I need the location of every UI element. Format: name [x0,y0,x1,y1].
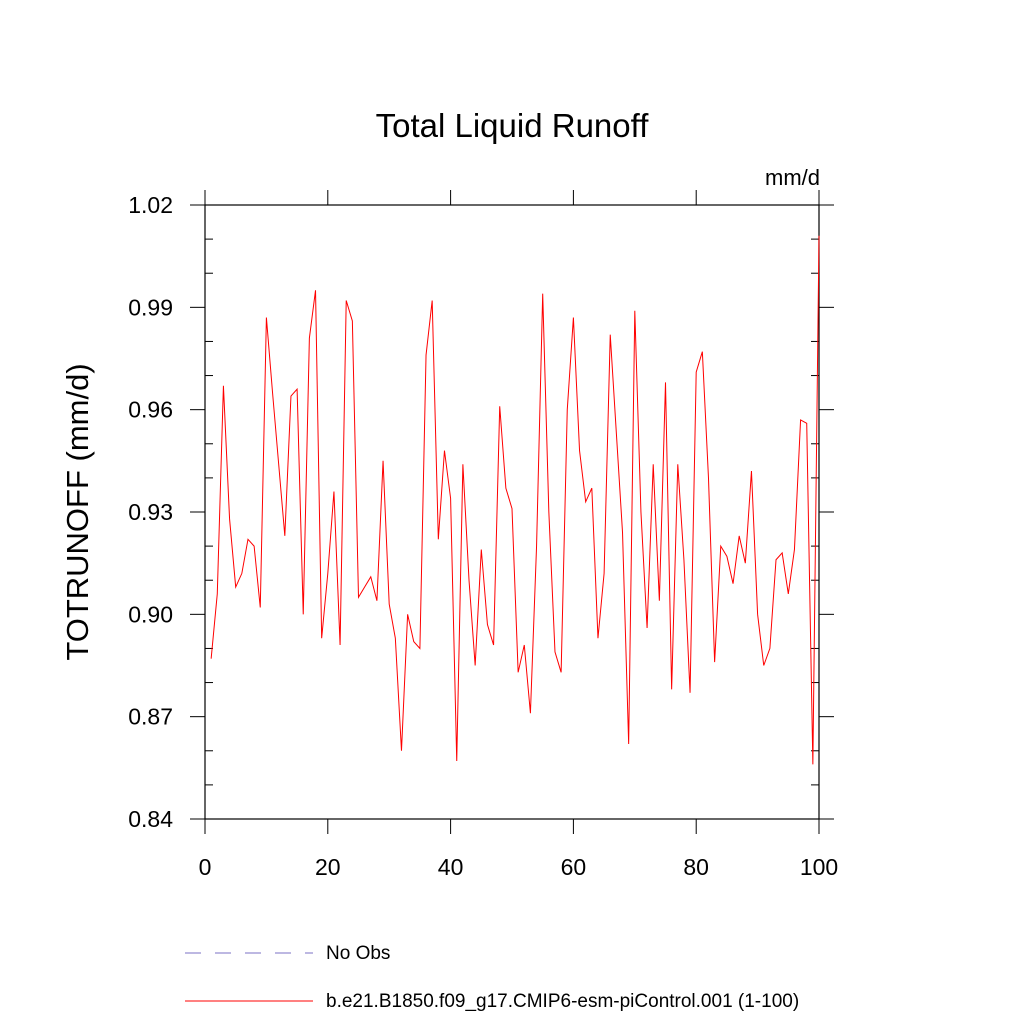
units-label: mm/d [765,165,820,190]
x-tick-label: 80 [683,854,709,880]
y-tick-label: 0.87 [128,704,173,730]
y-axis-label: TOTRUNOFF (mm/d) [60,363,95,660]
y-tick-label: 0.99 [128,294,173,320]
x-tick-label: 0 [199,854,212,880]
legend-label-model-run: b.e21.B1850.f09_g17.CMIP6-esm-piControl.… [326,991,799,1012]
series-line-1 [210,235,820,765]
chart-title: Total Liquid Runoff [376,107,650,144]
legend: No Obs b.e21.B1850.f09_g17.CMIP6-esm-piC… [185,943,799,1012]
y-tick-label: 1.02 [128,192,173,218]
y-tick-label: 0.90 [128,601,173,627]
axis-ticks [190,190,834,834]
y-tick-label: 0.84 [128,806,173,832]
x-tick-label: 60 [561,854,587,880]
y-tick-label: 0.96 [128,397,173,423]
x-tick-label: 40 [438,854,464,880]
series-lines [210,235,820,765]
x-tick-label: 20 [315,854,341,880]
legend-label-no-obs: No Obs [326,943,390,964]
axis-tick-labels: 0 20 40 60 80 100 0.84 0.87 0.90 0.93 0.96 0.99 1.02 [128,192,838,880]
y-tick-label: 0.93 [128,499,173,525]
plot-area: 0 20 40 60 80 100 0.84 0.87 0.90 0.93 0.96 0.99 1.02 [128,190,838,880]
x-tick-label: 100 [800,854,838,880]
